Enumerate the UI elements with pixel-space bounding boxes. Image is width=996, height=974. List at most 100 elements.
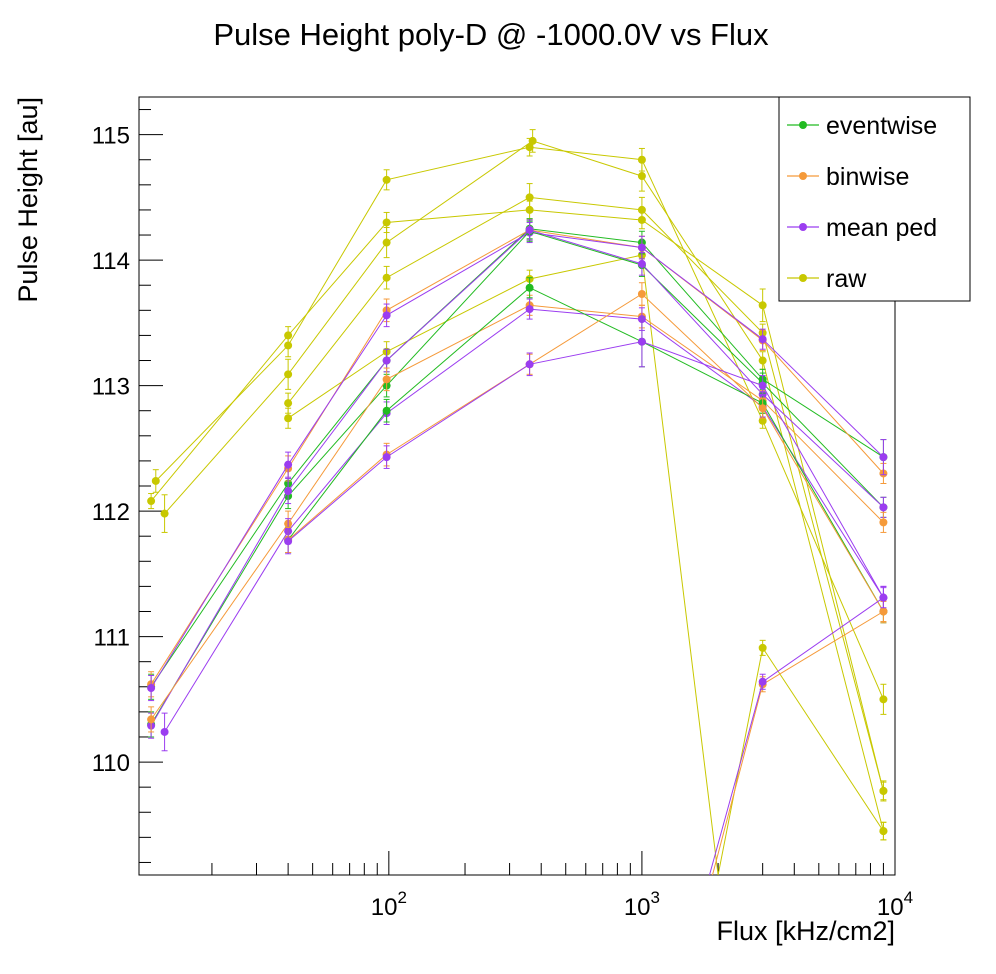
data-point <box>637 172 646 181</box>
series-mean ped-14 <box>284 316 888 610</box>
data-point <box>525 305 534 314</box>
data-point <box>382 238 391 247</box>
legend-label: raw <box>826 265 867 293</box>
legend-marker <box>799 223 807 231</box>
data-point <box>382 175 391 184</box>
data-point <box>284 537 293 546</box>
data-point <box>637 337 646 346</box>
series-line <box>150 228 884 688</box>
y-tick-label: 114 <box>92 248 130 275</box>
data-point <box>147 715 156 724</box>
data-point <box>758 677 767 686</box>
series-line <box>150 304 884 720</box>
data-point <box>382 375 391 384</box>
legend-label: mean ped <box>826 214 937 242</box>
series-mean ped-7 <box>147 221 888 702</box>
legend-label: eventwise <box>826 112 937 140</box>
series-binwise-15 <box>712 600 888 875</box>
y-tick-label: 115 <box>92 123 130 150</box>
y-tick-label: 110 <box>92 750 130 777</box>
data-point <box>879 518 888 527</box>
data-point <box>382 356 391 365</box>
data-point <box>382 453 391 462</box>
data-point <box>525 193 534 202</box>
data-point <box>160 509 169 518</box>
data-point <box>382 406 391 415</box>
series-eventwise-5 <box>147 218 888 700</box>
y-tick-label: 113 <box>92 374 130 401</box>
x-axis-title: Flux [kHz/cm2] <box>716 916 895 946</box>
axis-ticks: 102 103 104 110 111 112 113 114 115 <box>92 109 913 921</box>
data-point <box>160 727 169 736</box>
chart-title: Pulse Height poly-D @ -1000.0V vs Flux <box>213 17 769 52</box>
data-point <box>879 503 888 512</box>
x-tick-label: 104 <box>877 888 913 921</box>
legend: eventwise binwise mean ped raw <box>778 96 971 302</box>
data-point <box>637 205 646 214</box>
y-tick-label: 112 <box>92 499 130 526</box>
series-raw-0 <box>147 200 888 801</box>
data-point <box>758 335 767 344</box>
data-point <box>284 341 293 350</box>
data-point <box>151 476 160 485</box>
series-binwise-6 <box>147 219 888 698</box>
data-point <box>758 404 767 413</box>
data-point <box>528 136 537 145</box>
data-point <box>637 259 646 268</box>
data-point <box>637 155 646 164</box>
series-line <box>287 254 884 875</box>
data-point <box>525 226 534 235</box>
data-point <box>284 414 293 423</box>
y-tick-label: 111 <box>94 625 130 652</box>
data-point <box>284 487 293 496</box>
series-raw-1 <box>151 137 888 715</box>
data-point <box>758 416 767 425</box>
data-point <box>758 356 767 365</box>
data-point <box>879 695 888 704</box>
series-line <box>150 209 884 792</box>
data-point <box>879 453 888 462</box>
data-point <box>525 143 534 152</box>
data-point <box>637 243 646 252</box>
x-tick-label: 103 <box>624 888 660 921</box>
data-point <box>879 593 888 602</box>
data-point <box>758 381 767 390</box>
series-line <box>287 341 884 598</box>
series-line <box>150 231 884 689</box>
y-axis-title: Pulse Height [au] <box>13 97 43 303</box>
data-point <box>284 370 293 379</box>
data-point <box>147 684 156 693</box>
series-line <box>287 293 884 612</box>
data-point <box>382 273 391 282</box>
legend-marker <box>799 172 807 180</box>
data-point <box>879 827 888 836</box>
data-point <box>525 283 534 292</box>
data-point <box>147 497 156 506</box>
series-mean ped-16 <box>709 587 888 875</box>
series-line <box>287 287 884 612</box>
data-point <box>382 311 391 320</box>
series-line <box>712 611 884 875</box>
legend-label: binwise <box>826 163 909 191</box>
series-line <box>164 308 884 733</box>
legend-box <box>778 96 971 302</box>
series-line <box>150 229 884 726</box>
data-point <box>879 786 888 795</box>
series-line <box>164 140 884 832</box>
data-point <box>284 460 293 469</box>
series-line <box>150 230 884 725</box>
legend-marker <box>799 121 807 129</box>
data-point <box>758 301 767 310</box>
x-tick-label: 102 <box>371 888 407 921</box>
series-raw-4 <box>284 244 888 875</box>
legend-marker <box>799 274 807 282</box>
data-point <box>284 399 293 408</box>
data-point <box>758 643 767 652</box>
data-point <box>382 218 391 227</box>
series-line <box>287 196 884 792</box>
data-point <box>637 290 646 299</box>
data-point <box>525 360 534 369</box>
data-series <box>147 129 888 875</box>
data-point <box>879 607 888 616</box>
